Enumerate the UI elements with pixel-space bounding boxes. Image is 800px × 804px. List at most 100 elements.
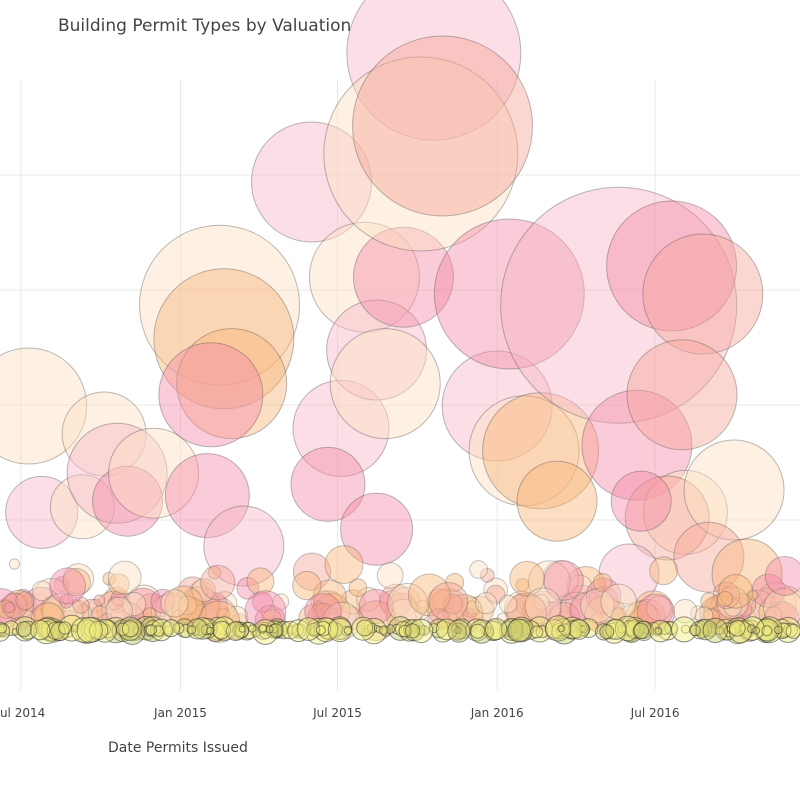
- band-bubble-196: [700, 592, 718, 610]
- baseline-bubble-197: [0, 621, 11, 642]
- band-bubble-124: [107, 573, 130, 595]
- band-bubble-13: [22, 593, 54, 625]
- band-bubble-208: [717, 591, 733, 607]
- band-bubble-80: [595, 606, 607, 619]
- bubble-37: [610, 470, 672, 532]
- band-bubble-37: [717, 604, 733, 619]
- band-bubble-19: [432, 589, 455, 612]
- bubble-21: [346, 0, 522, 141]
- bubble-13: [203, 505, 285, 587]
- band-bubble-93: [564, 584, 601, 620]
- band-bubble-147: [59, 594, 74, 609]
- band-bubble-85: [415, 599, 430, 614]
- baseline-bubble-249: [654, 627, 663, 635]
- bubble-34: [626, 339, 738, 451]
- band-bubble-146: [504, 592, 548, 635]
- band-bubble-74: [185, 602, 204, 621]
- bubble-29: [516, 460, 598, 542]
- band-bubble-90: [188, 580, 214, 605]
- band-bubble-84: [246, 567, 275, 596]
- band-bubble-58: [566, 566, 606, 606]
- band-bubble-173: [716, 586, 749, 619]
- baseline-bubble-165: [773, 625, 783, 635]
- band-bubble-0: [379, 590, 405, 616]
- baseline-bubble-254: [238, 625, 246, 633]
- bubble-33: [642, 233, 764, 355]
- band-bubble-60: [312, 579, 347, 614]
- band-bubble-67: [414, 606, 429, 621]
- band-bubble-65: [261, 604, 276, 620]
- band-bubble-204: [718, 574, 754, 609]
- baseline-bubble-259: [0, 623, 8, 634]
- chart-title: Building Permit Types by Valuation: [58, 16, 352, 36]
- band-bubble-81: [236, 576, 260, 600]
- baseline-bubble-246: [447, 619, 471, 643]
- band-bubble-182: [479, 568, 495, 583]
- bubble-12: [164, 453, 250, 539]
- band-bubble-214: [592, 573, 613, 593]
- x-tick-label-3: Jan 2016: [470, 706, 524, 720]
- baseline-bubble-252: [632, 622, 649, 640]
- baseline-bubble-203: [785, 623, 800, 639]
- baseline-bubble-234: [689, 624, 701, 637]
- bubble-8: [139, 224, 301, 386]
- x-tick-label-2: Jul 2015: [312, 706, 362, 720]
- band-bubble-95: [567, 574, 593, 600]
- baseline-bubble-209: [715, 626, 724, 635]
- baseline-bubble-253: [356, 619, 374, 637]
- band-bubble-210: [747, 589, 759, 601]
- band-bubble-8: [178, 604, 195, 620]
- baseline-bubble-258: [752, 626, 761, 635]
- band-bubble-57: [14, 588, 33, 608]
- band-bubble-36: [466, 595, 495, 624]
- x-tick-label-1: Jan 2015: [153, 706, 207, 720]
- bubble-16: [290, 446, 366, 522]
- x-tick-label-4: Jul 2016: [630, 706, 680, 720]
- band-bubble-213: [764, 556, 800, 596]
- bubble-layer: [0, 0, 785, 620]
- band-bubble-98: [732, 593, 757, 617]
- band-bubble-198: [407, 573, 451, 617]
- bubble-25: [441, 350, 553, 462]
- band-bubble-193: [498, 594, 518, 614]
- bubble-15: [292, 379, 390, 477]
- baseline-bubble-157: [287, 619, 310, 643]
- bubble-7: [126, 584, 162, 620]
- baseline-bubble-162: [500, 618, 524, 641]
- baseline-bubble-143: [258, 624, 268, 633]
- band-bubble-71: [184, 590, 206, 613]
- bubble-35: [642, 469, 728, 555]
- bubble-24: [340, 492, 414, 566]
- bubble-36: [624, 475, 710, 561]
- band-bubble-76: [0, 605, 6, 617]
- band-bubble-14: [750, 593, 778, 621]
- bubble-5: [92, 465, 164, 537]
- band-bubble-144: [312, 600, 324, 612]
- baseline-bubble-215: [568, 619, 590, 640]
- baseline-bubble-201: [265, 625, 274, 634]
- baseline-bubble-219: [702, 617, 728, 644]
- baseline-bubble-190: [341, 626, 352, 637]
- band-bubble-102: [348, 578, 368, 597]
- band-bubble-35: [48, 598, 61, 611]
- band-bubble-121: [527, 560, 571, 603]
- band-bubble-116: [179, 586, 221, 628]
- baseline-bubble-230: [530, 625, 544, 639]
- band-bubble-75: [462, 607, 477, 622]
- band-bubble-31: [310, 590, 335, 615]
- band-bubble-108: [3, 589, 35, 621]
- band-bubble-175: [723, 598, 742, 617]
- band-bubble-22: [340, 589, 366, 615]
- bubble-26: [433, 218, 585, 370]
- baseline-bubble-241: [76, 616, 103, 644]
- band-bubble-2: [312, 590, 345, 623]
- bubble-6: [108, 427, 200, 519]
- baseline-bubble-257: [121, 620, 139, 638]
- baseline-bubble-240: [206, 626, 215, 635]
- baseline-bubble-214: [485, 618, 508, 641]
- band-bubble-77: [483, 577, 509, 603]
- bubble-4: [66, 422, 168, 524]
- bubble-9: [153, 268, 295, 410]
- band-bubble-153: [588, 585, 619, 616]
